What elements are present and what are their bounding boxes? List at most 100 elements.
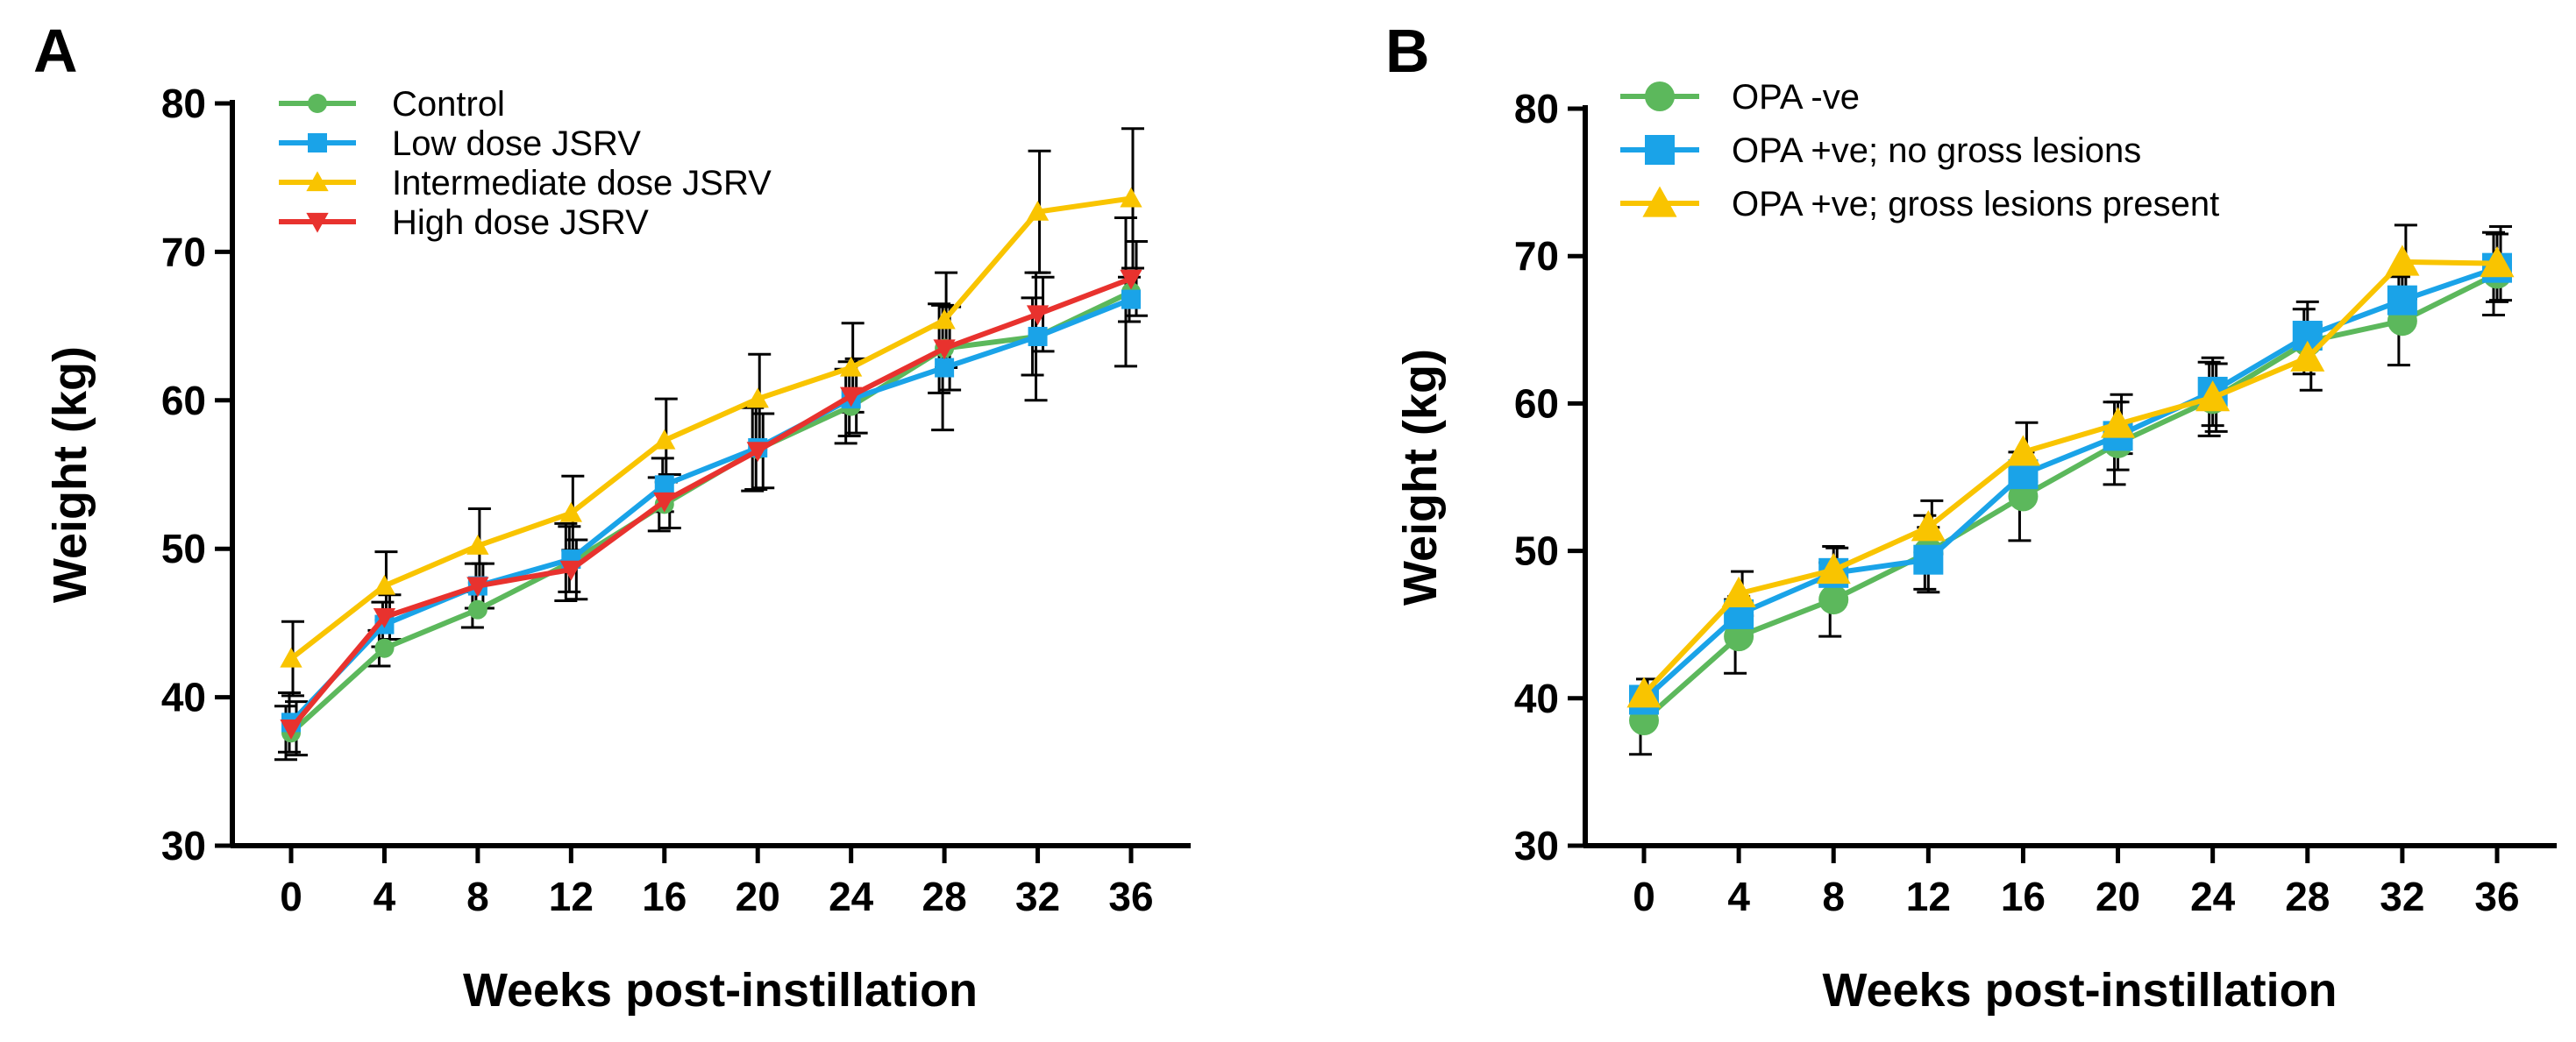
legend-swatch-marker [1642,186,1677,217]
x-tick-label: 12 [549,874,594,919]
series-high-dose-jsrv [280,269,1142,740]
legend-swatch-marker [1645,135,1675,165]
data-point [2101,407,2136,438]
series-control [281,282,1141,743]
x-tick-label: 28 [2285,874,2330,919]
y-axis-title: Weight (kg) [44,346,96,603]
panel-letter-b: B [1385,17,1430,85]
data-point [280,647,302,668]
legend-item: Low dose JSRV [279,124,641,163]
x-tick-label: 12 [1906,874,1951,919]
data-point [653,429,676,450]
legend-item: OPA -ve [1620,78,1860,117]
data-point [373,574,396,595]
data-point [1121,289,1141,309]
data-point [2480,246,2515,278]
x-tick-label: 8 [466,874,489,919]
x-tick-label: 32 [1015,874,1060,919]
data-point [654,475,674,495]
data-point [2387,285,2417,315]
data-point [1028,326,1048,346]
x-tick-label: 24 [2190,874,2236,919]
series-line [1641,265,2498,702]
x-tick-label: 20 [736,874,780,919]
data-point [1913,544,1944,575]
legend-swatch-marker [306,212,329,233]
x-tick-label: 8 [1822,874,1845,919]
data-point [559,560,582,581]
legend-item: OPA +ve; no gross lesions [1620,131,2141,170]
data-point [1911,510,1946,542]
data-point [1026,305,1050,326]
data-point [1721,576,1756,608]
y-axis-title: Weight (kg) [1394,349,1447,606]
legend-swatch-marker [1645,82,1675,111]
y-tick-label: 80 [1514,86,1559,131]
y-tick-label: 60 [161,378,206,423]
y-tick-label: 70 [1514,233,1559,279]
data-point [1120,187,1142,208]
y-tick-label: 50 [1514,528,1559,574]
data-point [466,577,489,598]
series-line [289,195,1132,661]
data-point [374,638,395,658]
legend-swatch-marker [308,94,327,113]
data-point [1120,269,1142,290]
data-point [1026,201,1050,221]
data-point [280,719,302,740]
x-tick-label: 36 [1108,874,1153,919]
y-tick-label: 40 [161,675,206,720]
legend-swatch-marker [308,133,327,152]
x-tick-label: 16 [2001,874,2046,919]
data-point [1818,585,1849,615]
legend-label: OPA -ve [1732,78,1860,117]
data-point [746,387,769,408]
series-line [1642,271,2499,723]
data-point [559,501,582,522]
panel-letter-a: A [33,17,78,85]
panel-b: B 30 40 50 60 70 80 0 4 8 12 16 20 24 28 32 36 Weeks post… [1385,17,2557,1017]
y-tick-label: 40 [1514,676,1559,721]
data-point [2385,245,2420,276]
x-tick-label: 4 [1727,874,1750,919]
legend-label: High dose JSRV [392,203,649,242]
x-tick-label: 36 [2474,874,2519,919]
series-opa-ve-no-gross-lesions [1629,252,2512,715]
x-tick-label: 28 [922,874,967,919]
y-tick-label: 80 [161,81,206,126]
data-point [2195,380,2231,412]
series-line [288,276,1133,731]
data-point [840,386,863,408]
x-tick-label: 0 [280,874,302,919]
series-low-dose-jsrv [281,289,1141,733]
series-line [288,296,1133,725]
legend-label: OPA +ve; gross lesions present [1732,185,2219,223]
y-tick-label: 60 [1514,380,1559,426]
y-tick-label: 30 [1514,823,1559,868]
legend-item: Control [279,85,505,124]
data-point [466,535,489,555]
legend-item: Intermediate dose JSRV [279,164,772,202]
x-tick-label: 16 [642,874,687,919]
data-point [933,339,956,360]
legend-label: Control [392,85,505,124]
legend: OPA -ve OPA +ve; no gross lesions OPA +ve;… [1620,78,2219,223]
series-opa-ve-gross-lesions-present [1626,245,2515,708]
x-axis-title: Weeks post-instillation [1822,964,2337,1017]
x-tick-label: 32 [2380,874,2424,919]
data-point [935,358,955,378]
data-point [467,599,487,620]
x-axis-title: Weeks post-instillation [463,964,978,1017]
data-point [840,356,863,377]
legend-label: Intermediate dose JSRV [392,164,772,202]
panel-a: A 30 40 50 60 70 80 0 4 8 12 16 20 24 28 32 36 Weeks post… [33,17,1191,1017]
data-point [746,442,769,463]
legend-item: High dose JSRV [279,203,649,242]
legend-item: OPA +ve; gross lesions present [1620,185,2219,223]
series-line [1641,259,2498,696]
data-point [2290,340,2325,372]
data-point [2005,435,2040,466]
